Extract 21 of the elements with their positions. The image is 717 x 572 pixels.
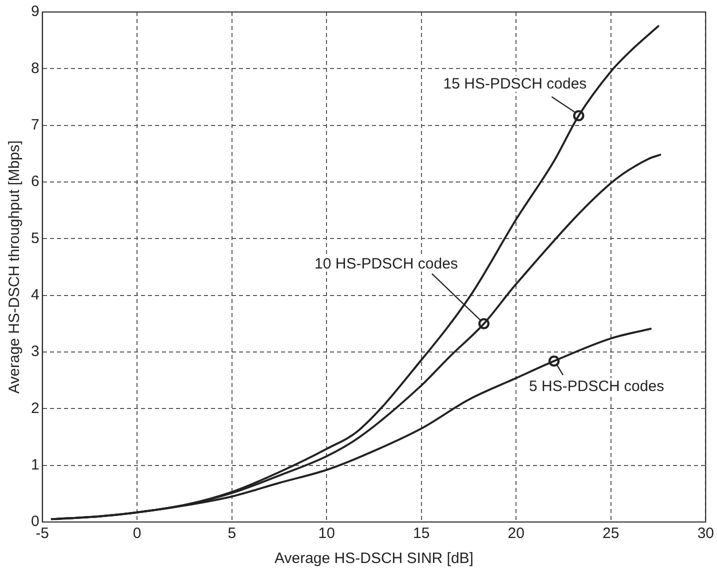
x-tick-label: 30 bbox=[697, 525, 714, 542]
y-tick-label: 5 bbox=[31, 230, 40, 247]
y-tick-label: 2 bbox=[31, 400, 40, 417]
x-tick-label: 15 bbox=[413, 525, 430, 542]
y-tick-label: 1 bbox=[31, 456, 40, 474]
x-tick-label: 20 bbox=[508, 525, 524, 542]
y-tick-label: 8 bbox=[31, 60, 40, 77]
y-axis-title: Average HS-DSCH throughput [Mbps] bbox=[6, 140, 24, 394]
y-tick-label: 4 bbox=[31, 286, 40, 304]
y-tick-label: 9 bbox=[31, 3, 40, 20]
annotation: 5 HS-PDSCH codes bbox=[529, 378, 664, 396]
y-tick-label: 6 bbox=[31, 173, 40, 190]
annotation: 15 HS-PDSCH codes bbox=[443, 76, 587, 93]
x-tick-label: 10 bbox=[318, 525, 335, 542]
y-tick-label: 7 bbox=[31, 116, 40, 134]
x-tick-label: 25 bbox=[602, 525, 620, 542]
y-tick-label: 3 bbox=[31, 343, 40, 360]
x-axis-title: Average HS-DSCH SINR [dB] bbox=[274, 550, 474, 568]
x-tick-label: 0 bbox=[132, 525, 142, 542]
annotation: 10 HS-PDSCH codes bbox=[314, 256, 458, 273]
x-tick-label: 5 bbox=[228, 525, 236, 542]
